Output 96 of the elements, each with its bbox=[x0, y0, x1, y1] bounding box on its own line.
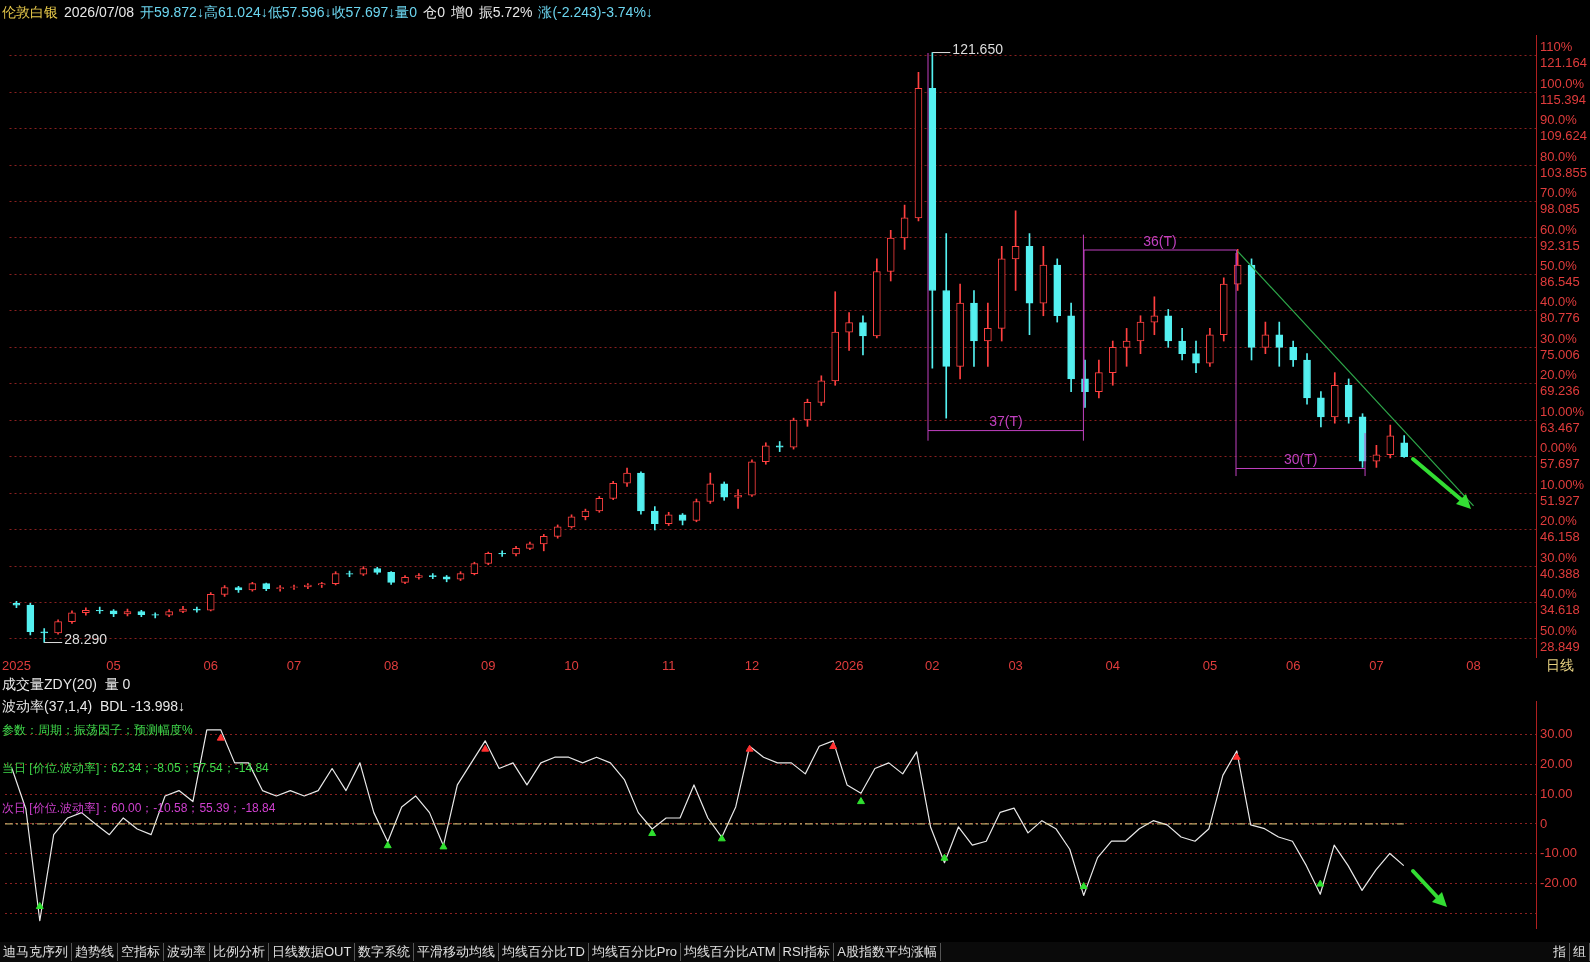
text: 日线 bbox=[1546, 656, 1574, 673]
y-tick-label: 57.697 bbox=[1540, 456, 1580, 472]
text: A股指数平均涨幅 bbox=[834, 943, 941, 961]
y-tick-label: 103.855 bbox=[1540, 164, 1587, 180]
y2-tick-label: 40.0% bbox=[1540, 294, 1578, 310]
text: 均线百分比ATM bbox=[681, 943, 780, 961]
text: 数字系统 bbox=[355, 943, 415, 961]
y-tick-label: 28.849 bbox=[1540, 638, 1580, 654]
point bbox=[1079, 882, 1088, 889]
y-tick-label: 40.388 bbox=[1540, 565, 1580, 581]
text: 指 bbox=[1550, 943, 1570, 961]
x-tick-label: 05 bbox=[106, 658, 121, 674]
y-tick-label: 86.545 bbox=[1540, 273, 1580, 289]
y2-tick-label: 90.0% bbox=[1540, 112, 1578, 128]
point bbox=[383, 841, 392, 849]
y-tick-label: 80.776 bbox=[1540, 310, 1580, 326]
y2-tick-label: 50.0% bbox=[1540, 622, 1578, 638]
chart-title: 伦敦白银 2026/07/08 开59.872↓高61.024↓低57.596↓收57.697↓量0 仓0 增0 振5.72% 涨(-2.243)-3.74%↓ bbox=[2, 4, 653, 20]
y2-tick-label: 30.0% bbox=[1540, 549, 1578, 565]
annotation: 37(T) bbox=[988, 413, 1024, 430]
y-tick-label: 98.085 bbox=[1540, 201, 1580, 217]
text: 成交量ZDY(20) 量 0 bbox=[2, 676, 131, 694]
y-tick-label: 20.00 bbox=[1540, 755, 1573, 771]
text: 波动率 bbox=[164, 943, 210, 961]
text: 比例分析 bbox=[210, 943, 269, 961]
point bbox=[1232, 752, 1241, 760]
x-tick-label: 09 bbox=[481, 658, 496, 674]
y-tick-label: 63.467 bbox=[1540, 419, 1580, 435]
point bbox=[857, 797, 865, 805]
y2-tick-label: 40.0% bbox=[1540, 586, 1578, 602]
x-tick-label: 07 bbox=[1369, 658, 1384, 674]
point bbox=[648, 828, 657, 836]
annotation: 参数：周期；振荡因子；预测幅度% bbox=[2, 722, 193, 739]
x-tick-label: 06 bbox=[1285, 658, 1301, 674]
x-tick-label: 2025 bbox=[2, 658, 31, 674]
x-tick-label: 2026 bbox=[834, 658, 864, 674]
y2-tick-label: 70.0% bbox=[1540, 185, 1578, 201]
y-tick-label: 0 bbox=[1540, 815, 1548, 831]
y2-tick-label: 20.0% bbox=[1540, 367, 1578, 383]
text: 均线百分比TD bbox=[499, 943, 589, 961]
x-tick-label: 12 bbox=[744, 658, 760, 674]
y-tick-label: 10.00 bbox=[1540, 785, 1573, 801]
x-tick-label: 03 bbox=[1008, 658, 1023, 674]
x-tick-label: 05 bbox=[1202, 658, 1218, 674]
x-tick-label: 08 bbox=[383, 658, 399, 674]
point bbox=[439, 842, 448, 850]
y2-tick-label: 60.0% bbox=[1540, 221, 1578, 237]
x-tick-label: 06 bbox=[203, 658, 218, 674]
x-tick-label: 11 bbox=[661, 658, 676, 674]
y2-tick-label: 80.0% bbox=[1540, 148, 1578, 164]
y2-tick-label: 110% bbox=[1540, 39, 1573, 55]
x-tick-label: 08 bbox=[1466, 658, 1481, 674]
text: RSI指标 bbox=[779, 943, 835, 961]
text: 空指标 bbox=[118, 943, 164, 961]
point bbox=[745, 744, 754, 752]
text: 趋势线 bbox=[72, 943, 118, 961]
y2-tick-label: 10.00% bbox=[1540, 476, 1585, 492]
text: 均线百分比Pro bbox=[588, 943, 682, 961]
y-tick-label: 69.236 bbox=[1540, 383, 1580, 399]
text: 日线数据OUT bbox=[269, 943, 356, 961]
y-tick-label: 51.927 bbox=[1540, 492, 1580, 508]
text: 迪马克序列 bbox=[0, 943, 72, 961]
annotation: 36(T) bbox=[1142, 233, 1178, 250]
x-tick-label: 04 bbox=[1105, 658, 1120, 674]
y-tick-label: 92.315 bbox=[1540, 237, 1580, 253]
point bbox=[35, 901, 44, 909]
y-tick-label: 109.624 bbox=[1540, 128, 1587, 144]
point bbox=[216, 733, 225, 741]
text: 组 bbox=[1570, 943, 1590, 961]
annotation: 30(T) bbox=[1283, 451, 1319, 468]
x-tick-label: 07 bbox=[286, 658, 302, 674]
y-tick-label: 115.394 bbox=[1540, 91, 1587, 107]
point bbox=[717, 834, 726, 842]
y-tick-label: 75.006 bbox=[1540, 346, 1580, 362]
x-tick-label: 02 bbox=[925, 658, 940, 674]
y2-tick-label: 10.00% bbox=[1540, 403, 1585, 419]
y2-tick-label: 30.0% bbox=[1540, 330, 1578, 346]
y-tick-label: 34.618 bbox=[1540, 602, 1580, 618]
point bbox=[481, 744, 490, 752]
annotation: 121.650 bbox=[952, 41, 1004, 58]
chart-title: 波动率(37,1,4) BDL -13.998↓ bbox=[2, 698, 186, 716]
text: 平滑移动均线 bbox=[414, 943, 500, 961]
y-tick-label: -20.00 bbox=[1540, 875, 1577, 891]
annotation: 28.290 bbox=[64, 631, 108, 648]
y2-tick-label: 20.0% bbox=[1540, 513, 1578, 529]
y2-tick-label: 50.0% bbox=[1540, 257, 1578, 273]
point bbox=[829, 741, 838, 749]
y-tick-label: 46.158 bbox=[1540, 529, 1580, 545]
x-tick-label: 10 bbox=[564, 658, 579, 674]
y-tick-label: -10.00 bbox=[1540, 845, 1577, 861]
y2-tick-label: 0.00% bbox=[1540, 440, 1578, 456]
y-tick-label: 121.164 bbox=[1540, 55, 1587, 71]
y2-tick-label: 100.0% bbox=[1540, 75, 1585, 91]
point bbox=[940, 853, 949, 861]
point bbox=[1316, 879, 1325, 887]
y-tick-label: 30.00 bbox=[1540, 726, 1573, 742]
